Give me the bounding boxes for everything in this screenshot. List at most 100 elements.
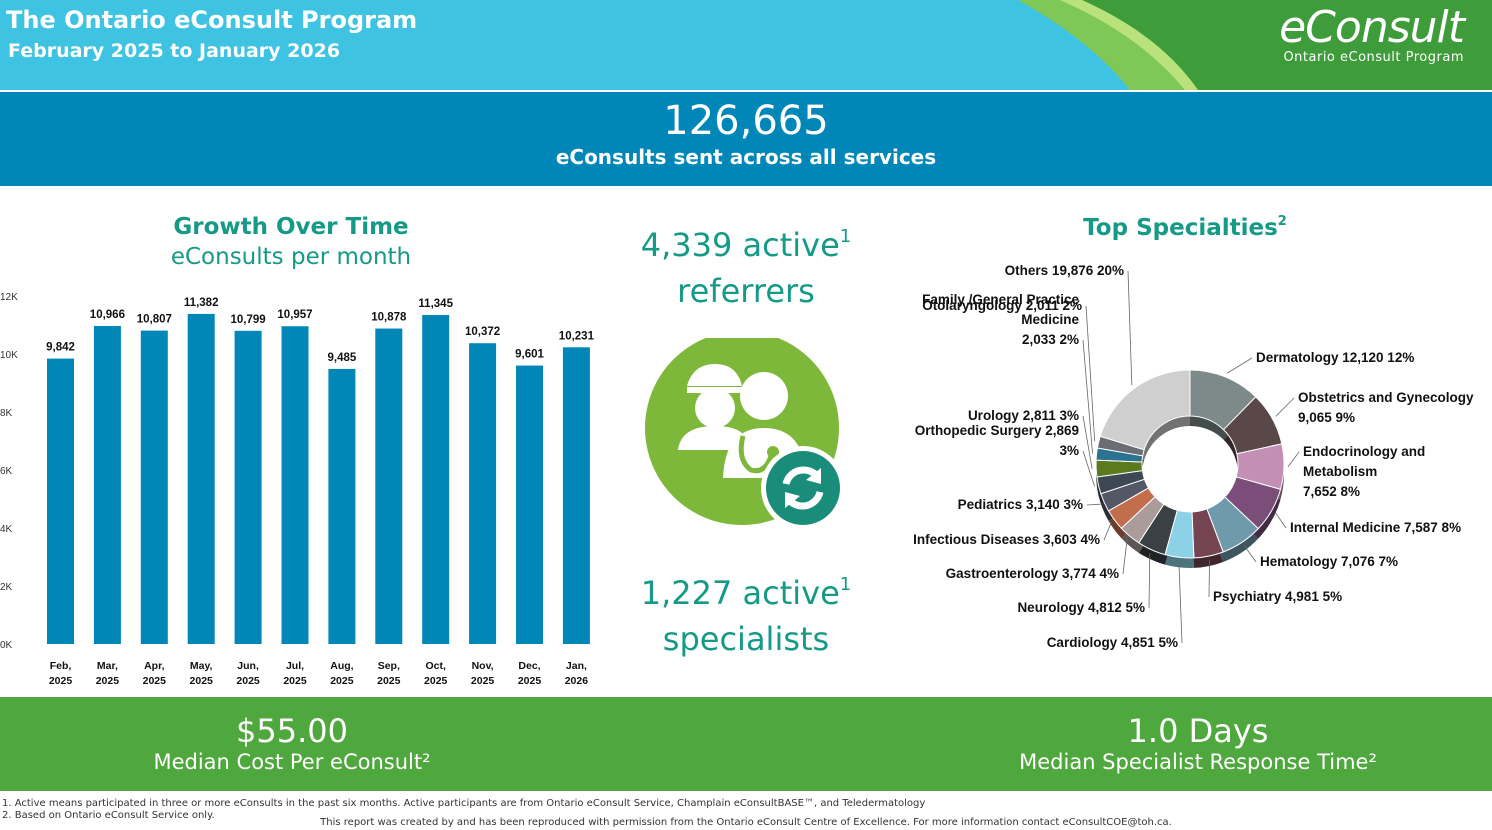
slice-label: Urology 2,811 3%	[968, 408, 1079, 423]
bar-value-label: 10,957	[277, 309, 312, 321]
x-tick-label: Dec,	[518, 660, 540, 672]
bar	[234, 330, 262, 644]
date-range-subtitle: February 2025 to January 2026	[8, 40, 341, 62]
slice-label: Family /General Practice Medicine 2,033 2%	[922, 292, 1079, 347]
active-specialists-footnote-ref: 1	[839, 574, 852, 595]
slice-label: Pediatrics 3,140 3%	[958, 497, 1083, 512]
active-referrers-stat: 4,339 active1 referrers	[600, 214, 892, 314]
kpi-band: $55.00 Median Cost Per eConsult² 1.0 Day…	[0, 697, 1492, 791]
total-econsults-band: 126,665 eConsults sent across all servic…	[0, 92, 1492, 186]
x-tick-label: Feb,	[50, 660, 72, 672]
bar	[469, 343, 497, 644]
bar	[375, 328, 403, 644]
active-specialists-count: 1,227 active	[640, 574, 840, 612]
leader-line	[1082, 450, 1095, 487]
x-tick-label: Aug,	[330, 660, 353, 672]
bar-value-label: 10,799	[231, 314, 266, 326]
slice-label: Obstetrics and Gynecology 9,065 9%	[1298, 390, 1474, 425]
bar-value-label: 10,372	[465, 326, 500, 338]
leader-line	[1127, 270, 1133, 386]
x-tick-label: 2025	[518, 675, 542, 687]
x-tick-label: 2025	[143, 675, 167, 687]
median-cost-label: Median Cost Per eConsult²	[153, 750, 431, 774]
header-swoosh-decoration	[1018, 0, 1492, 90]
leader-line	[1287, 451, 1300, 468]
x-tick-label: Jan,	[566, 660, 587, 672]
active-specialists-stat: 1,227 active1 specialists	[600, 562, 892, 662]
slice-label: Internal Medicine 7,587 8%	[1290, 520, 1461, 535]
x-tick-label: 2026	[565, 675, 589, 687]
x-tick-label: Oct,	[425, 660, 446, 672]
y-tick-label: 12K	[0, 292, 18, 303]
slice-label: Endocrinology and Metabolism 7,652 8%	[1303, 444, 1425, 499]
growth-chart-title: Growth Over Time	[173, 214, 409, 240]
people-refresh-icon	[645, 338, 845, 530]
bar	[516, 365, 543, 644]
leader-line	[1275, 397, 1295, 417]
slice-label: Cardiology 4,851 5%	[1047, 635, 1178, 650]
page-title: The Ontario eConsult Program	[6, 6, 418, 34]
bar-value-label: 9,601	[515, 349, 544, 361]
x-tick-label: 2025	[190, 675, 214, 687]
y-tick-label: 2K	[0, 582, 13, 593]
bar	[328, 368, 356, 644]
header-banner: The Ontario eConsult Program February 20…	[0, 0, 1492, 90]
footnote-1: 1. Active means participated in three or…	[2, 798, 926, 809]
x-tick-label: 2025	[377, 675, 401, 687]
bar-value-label: 11,345	[418, 298, 453, 310]
specialties-title-text: Top Specialties	[1083, 215, 1278, 241]
leader-line	[1085, 305, 1096, 442]
bar	[562, 347, 590, 644]
slice-label: Gastroenterology 3,774 4%	[946, 566, 1119, 581]
bar	[93, 325, 121, 644]
leader-line	[1178, 561, 1183, 644]
leader-line	[1274, 512, 1287, 529]
bar-value-label: 11,382	[184, 297, 219, 309]
slice-label: Psychiatry 4,981 5%	[1213, 589, 1342, 604]
x-tick-label: Mar,	[97, 660, 118, 672]
median-response-time-kpi: 1.0 Days Median Specialist Response Time…	[918, 697, 1478, 775]
donut-slice	[1099, 369, 1191, 451]
x-tick-label: 2025	[49, 675, 73, 687]
bar	[47, 358, 74, 644]
bar-value-label: 9,485	[328, 352, 357, 364]
slice-label: Dermatology 12,120 12%	[1256, 350, 1414, 365]
x-tick-label: May,	[190, 660, 213, 672]
median-response-time-label: Median Specialist Response Time²	[1019, 750, 1377, 774]
y-tick-label: 8K	[0, 408, 13, 419]
x-tick-label: 2025	[471, 675, 495, 687]
x-tick-label: 2025	[96, 675, 120, 687]
y-tick-label: 4K	[0, 524, 13, 535]
active-referrers-label: referrers	[677, 272, 815, 310]
bar	[187, 313, 215, 644]
slice-label: Orthopedic Surgery 2,869 3%	[915, 423, 1079, 458]
leader-line	[1082, 415, 1093, 469]
y-tick-label: 0K	[0, 640, 13, 651]
specialties-donut-chart: Dermatology 12,120 12% Obstetrics and Gyn…	[913, 263, 1474, 650]
x-tick-label: 2025	[236, 675, 260, 687]
bar-value-label: 9,842	[46, 342, 75, 354]
median-cost-kpi: $55.00 Median Cost Per eConsult²	[12, 697, 572, 775]
specialties-footnote-ref: 2	[1277, 214, 1287, 229]
bar-value-label: 10,878	[371, 312, 407, 324]
median-response-time-value: 1.0 Days	[1127, 712, 1269, 750]
slice-label: Hematology 7,076 7%	[1260, 554, 1398, 569]
econsult-logo: eConsult	[1279, 2, 1465, 53]
footnote-2: 2. Based on Ontario eConsult Service onl…	[2, 810, 215, 821]
growth-bar-chart: 0K 2K 4K 6K 8K 10K 12K 9,842 Feb, 2025 10,966 Mar, 2…	[0, 292, 595, 687]
bar	[422, 314, 450, 644]
leader-line	[1103, 522, 1112, 541]
active-specialists-label: specialists	[662, 620, 830, 658]
slice-label: Otolaryngology 2,011 2%	[922, 298, 1082, 313]
econsult-logo-subtext: Ontario eConsult Program	[1283, 50, 1464, 65]
leader-line	[1148, 553, 1151, 609]
bar	[140, 330, 168, 644]
bar-value-label: 10,807	[137, 314, 172, 326]
leader-line	[1086, 503, 1101, 506]
active-referrers-count: 4,339 active	[640, 226, 840, 264]
x-tick-label: Sep,	[378, 660, 400, 672]
median-cost-value: $55.00	[236, 712, 348, 750]
active-referrers-footnote-ref: 1	[839, 226, 852, 247]
bar	[281, 326, 309, 644]
credit-line: This report was created by and has been …	[320, 817, 1172, 828]
